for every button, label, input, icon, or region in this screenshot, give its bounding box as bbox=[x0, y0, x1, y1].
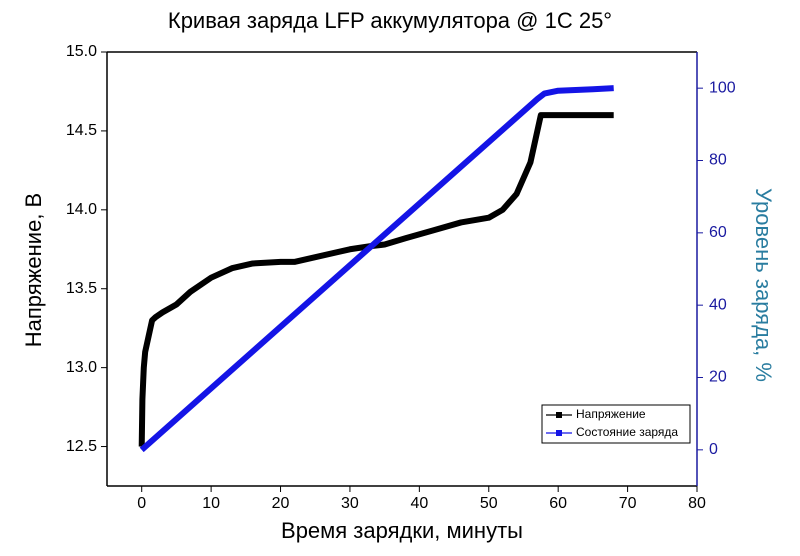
legend-label: Состояние заряда bbox=[576, 425, 678, 439]
x-tick-label: 10 bbox=[202, 495, 220, 512]
x-tick-label: 80 bbox=[688, 495, 706, 512]
y2-tick-label: 40 bbox=[709, 296, 727, 313]
y-tick-label: 15.0 bbox=[66, 43, 97, 60]
x-tick-label: 50 bbox=[480, 495, 498, 512]
y-axis-title: Напряжение, В bbox=[21, 193, 46, 347]
x-axis-title: Время зарядки, минуты bbox=[281, 518, 523, 543]
y2-tick-label: 80 bbox=[709, 152, 727, 169]
y2-axis-title: Уровень заряда, % bbox=[751, 188, 776, 382]
y2-tick-label: 0 bbox=[709, 441, 718, 458]
y-tick-label: 13.5 bbox=[66, 280, 97, 297]
x-tick-label: 20 bbox=[272, 495, 290, 512]
data-line bbox=[138, 112, 614, 447]
chart-title: Кривая заряда LFP аккумулятора @ 1C 25° bbox=[168, 8, 612, 33]
y-tick-label: 12.5 bbox=[66, 438, 97, 455]
legend-box bbox=[541, 404, 691, 444]
x-tick-label: 30 bbox=[341, 495, 359, 512]
x-tick-label: 0 bbox=[137, 495, 146, 512]
data-line bbox=[139, 85, 614, 453]
y-tick-label: 13.0 bbox=[66, 359, 97, 376]
legend-marker bbox=[556, 412, 562, 418]
x-tick-label: 70 bbox=[619, 495, 637, 512]
y2-tick-label: 20 bbox=[709, 369, 727, 386]
y-tick-label: 14.5 bbox=[66, 122, 97, 139]
x-tick-label: 60 bbox=[549, 495, 567, 512]
x-tick-label: 40 bbox=[410, 495, 428, 512]
y2-tick-label: 100 bbox=[709, 79, 736, 96]
legend-label: Напряжение bbox=[576, 407, 646, 421]
legend-marker bbox=[556, 430, 562, 436]
y-tick-label: 14.0 bbox=[66, 201, 97, 218]
y2-tick-label: 60 bbox=[709, 224, 727, 241]
